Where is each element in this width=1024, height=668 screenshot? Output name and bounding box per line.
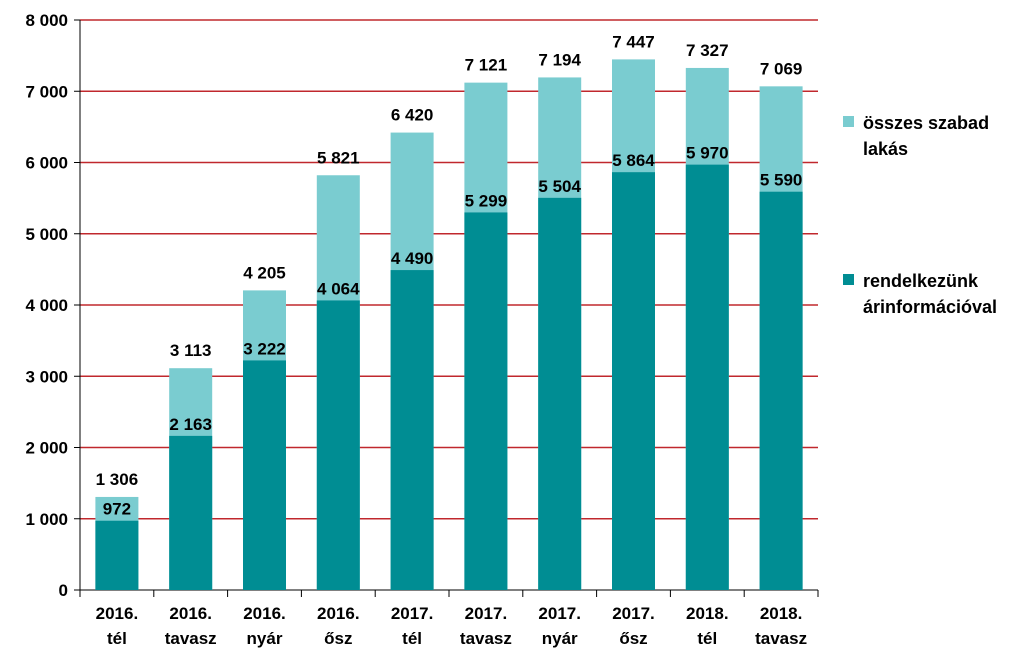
data-label-priced: 5 504 bbox=[538, 177, 581, 196]
data-label-priced: 4 064 bbox=[317, 279, 360, 298]
bar-priced bbox=[95, 520, 139, 590]
data-label-priced: 972 bbox=[103, 500, 131, 519]
y-tick-label: 5 000 bbox=[25, 225, 68, 244]
y-tick-label: 3 000 bbox=[25, 367, 68, 386]
category-label-season: tavasz bbox=[755, 629, 807, 648]
y-tick-label: 8 000 bbox=[25, 11, 68, 30]
category-label-season: tavasz bbox=[460, 629, 512, 648]
bars bbox=[95, 59, 803, 591]
data-label-priced: 5 970 bbox=[686, 144, 729, 163]
data-label-total: 7 121 bbox=[465, 56, 508, 75]
legend-swatch-total bbox=[843, 116, 854, 127]
category-label-season: nyár bbox=[247, 629, 283, 648]
category-label-season: ősz bbox=[324, 629, 352, 648]
category-label-year: 2018. bbox=[686, 604, 729, 623]
data-label-total: 7 327 bbox=[686, 41, 729, 60]
data-label-total: 7 069 bbox=[760, 59, 803, 78]
axes: 0 1 000 2 000 3 000 4 000 5 000 6 000 7 000 8 00… bbox=[25, 11, 819, 600]
bar-priced bbox=[538, 197, 582, 590]
data-label-total: 3 113 bbox=[170, 341, 212, 360]
legend-swatch-priced bbox=[843, 274, 854, 285]
data-label-total: 5 821 bbox=[317, 148, 360, 167]
y-tick-label: 1 000 bbox=[25, 510, 68, 529]
data-label-priced: 5 299 bbox=[465, 191, 508, 210]
bar-priced bbox=[612, 172, 655, 590]
legend-label-total-line1: összes szabad bbox=[863, 113, 990, 133]
category-label-year: 2017. bbox=[391, 604, 434, 623]
data-label-priced: 5 590 bbox=[760, 171, 803, 190]
category-label-season: tavasz bbox=[165, 629, 217, 648]
category-label-year: 2017. bbox=[538, 604, 581, 623]
category-label-year: 2016. bbox=[243, 604, 286, 623]
category-label-season: ősz bbox=[619, 629, 647, 648]
category-label-season: nyár bbox=[542, 629, 578, 648]
legend-label-total: összes szabad lakás bbox=[863, 110, 1023, 162]
bar-priced bbox=[390, 270, 434, 590]
category-label-year: 2018. bbox=[760, 604, 803, 623]
bar-priced bbox=[316, 300, 360, 590]
bar-priced bbox=[243, 360, 286, 590]
category-label-season: tél bbox=[402, 629, 422, 648]
category-label-year: 2017. bbox=[612, 604, 655, 623]
bar-priced bbox=[169, 435, 213, 590]
category-labels: 2016. tél 2016. tavasz 2016. nyár 2016. ősz 2017… bbox=[96, 604, 807, 648]
category-label-season: tél bbox=[107, 629, 127, 648]
legend-label-priced-line2: árinformációval bbox=[863, 297, 998, 317]
bar-priced bbox=[464, 212, 508, 591]
data-label-priced: 5 864 bbox=[612, 151, 655, 170]
legend-label-priced-line1: rendelkezünk bbox=[863, 271, 979, 291]
bar-priced bbox=[759, 191, 803, 590]
data-label-total: 7 447 bbox=[612, 32, 655, 51]
legend-label-total-line2: lakás bbox=[863, 139, 909, 159]
data-label-total: 6 420 bbox=[391, 106, 434, 125]
category-label-season: tél bbox=[697, 629, 717, 648]
data-label-total: 7 194 bbox=[538, 50, 581, 69]
data-label-priced: 2 163 bbox=[169, 415, 212, 434]
y-tick-label: 6 000 bbox=[25, 154, 68, 173]
data-label-priced: 4 490 bbox=[391, 249, 434, 268]
category-label-year: 2016. bbox=[96, 604, 139, 623]
data-labels: 1 306 972 3 113 2 163 4 205 3 222 5 821 4 064 6 … bbox=[96, 32, 803, 518]
category-label-year: 2017. bbox=[465, 604, 508, 623]
data-label-priced: 3 222 bbox=[243, 339, 286, 358]
y-tick-label: 2 000 bbox=[25, 439, 68, 458]
category-label-year: 2016. bbox=[317, 604, 360, 623]
y-tick-label: 0 bbox=[59, 581, 68, 600]
legend-label-priced: rendelkezünk árinformációval bbox=[863, 268, 1023, 320]
category-label-year: 2016. bbox=[169, 604, 212, 623]
data-label-total: 1 306 bbox=[96, 470, 139, 489]
data-label-total: 4 205 bbox=[243, 263, 286, 282]
y-tick-label: 7 000 bbox=[25, 82, 68, 101]
y-tick-label: 4 000 bbox=[25, 296, 68, 315]
bar-priced bbox=[685, 164, 729, 590]
